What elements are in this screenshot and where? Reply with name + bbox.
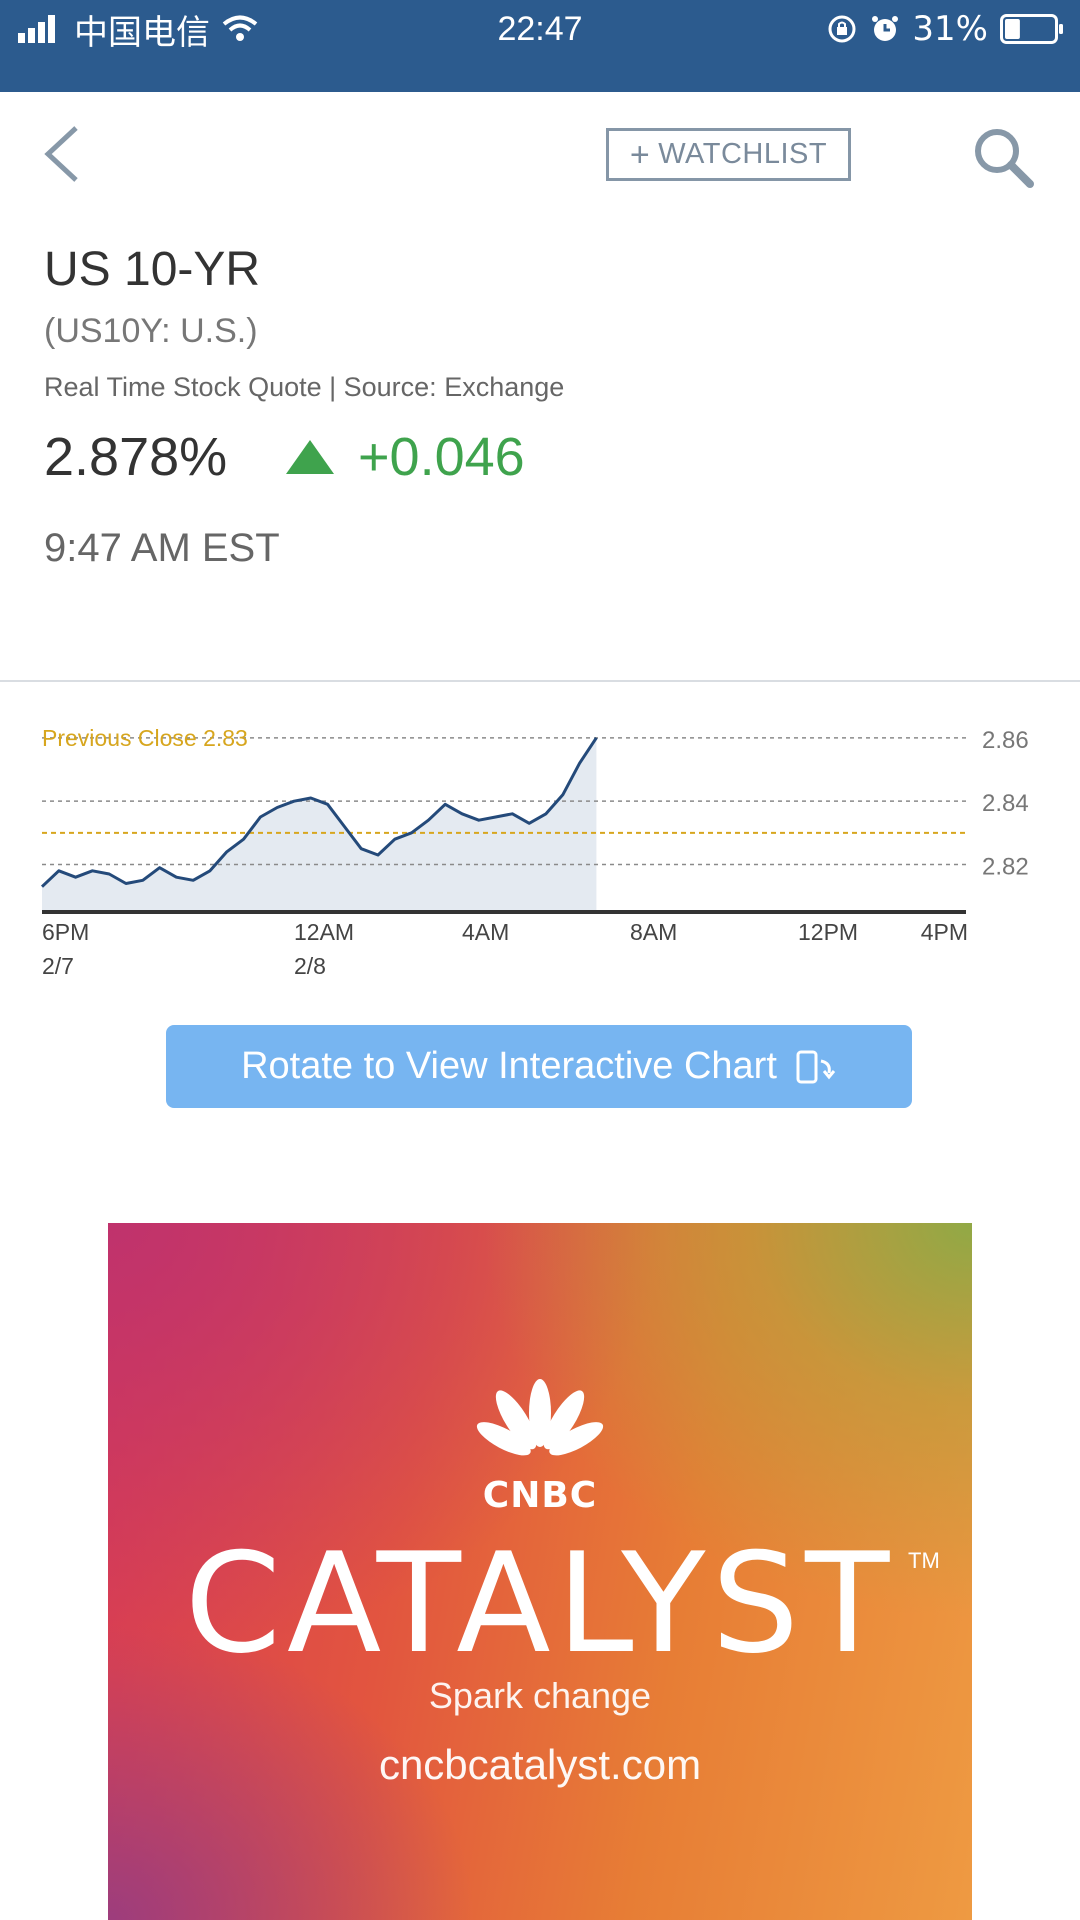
security-symbol: (US10Y: U.S.) bbox=[44, 312, 258, 350]
ad-url[interactable]: cncbcatalyst.com bbox=[378, 1741, 702, 1788]
carrier-label: 中国电信 bbox=[74, 12, 210, 53]
ad-trademark: TM bbox=[908, 1548, 940, 1573]
rotate-interactive-chart-button[interactable]: Rotate to View Interactive Chart bbox=[166, 1025, 912, 1108]
price-chart-svg: 2.86 2.84 2.82 Previous Close 2.83 6PM 2/7 12A… bbox=[40, 725, 1029, 979]
ad-tagline: Spark change bbox=[428, 1675, 652, 1716]
add-to-watchlist-button[interactable]: + WATCHLIST bbox=[606, 128, 851, 181]
x-tick-sublabel: 2/8 bbox=[294, 953, 326, 979]
series-line bbox=[40, 736, 598, 888]
security-name: US 10-YR bbox=[44, 243, 261, 296]
y-tick-label: 2.82 bbox=[982, 854, 1029, 881]
rotate-phone-icon bbox=[796, 1050, 836, 1083]
last-price: 2.878% bbox=[44, 427, 228, 487]
alarm-icon bbox=[872, 16, 899, 41]
x-tick-label: 12PM bbox=[798, 919, 858, 945]
quote-time: 9:47 AM EST bbox=[44, 526, 280, 570]
battery-icon bbox=[1000, 14, 1063, 44]
back-button[interactable] bbox=[40, 122, 88, 186]
cnbc-peacock-logo-icon bbox=[476, 1379, 604, 1456]
advertisement-banner[interactable]: CNBC CATALYST TM Spark change cncbcataly… bbox=[108, 1223, 972, 1920]
price-chart: 2.86 2.84 2.82 Previous Close 2.83 6PM 2/7 12A… bbox=[0, 700, 1080, 1000]
signal-icon bbox=[18, 15, 55, 43]
search-icon bbox=[975, 129, 1034, 188]
ad-brand: CNBC bbox=[482, 1475, 598, 1516]
plus-icon: + bbox=[629, 135, 651, 174]
x-tick-label: 12AM bbox=[294, 919, 354, 945]
price-change: +0.046 bbox=[358, 427, 525, 487]
previous-close-label: Previous Close 2.83 bbox=[42, 725, 248, 751]
y-tick-label: 2.84 bbox=[982, 790, 1029, 817]
ad-title: CATALYST bbox=[184, 1523, 896, 1684]
status-right: 31% bbox=[826, 8, 1064, 50]
x-tick-sublabel: 2/7 bbox=[42, 953, 74, 979]
chart-area-fill bbox=[42, 737, 597, 912]
chevron-left-icon bbox=[44, 126, 78, 182]
up-arrow-icon bbox=[286, 440, 334, 474]
section-divider bbox=[0, 680, 1080, 682]
quote-source: Real Time Stock Quote | Source: Exchange bbox=[44, 372, 565, 402]
watchlist-label: WATCHLIST bbox=[658, 138, 828, 170]
x-tick-label: 8AM bbox=[630, 919, 677, 945]
status-left: 中国电信 bbox=[18, 8, 258, 53]
wifi-icon bbox=[222, 15, 258, 41]
clock: 22:47 bbox=[497, 10, 583, 48]
battery-percent: 31% bbox=[912, 9, 988, 49]
orientation-lock-icon bbox=[828, 15, 856, 43]
search-button[interactable] bbox=[972, 126, 1034, 188]
rotate-button-label: Rotate to View Interactive Chart bbox=[241, 1045, 777, 1087]
x-tick-label: 6PM bbox=[42, 919, 89, 945]
y-tick-label: 2.86 bbox=[982, 727, 1029, 754]
x-tick-label: 4AM bbox=[462, 919, 509, 945]
x-tick-label: 4PM bbox=[921, 919, 968, 945]
status-bar: 中国电信 22:47 31% bbox=[0, 0, 1080, 92]
